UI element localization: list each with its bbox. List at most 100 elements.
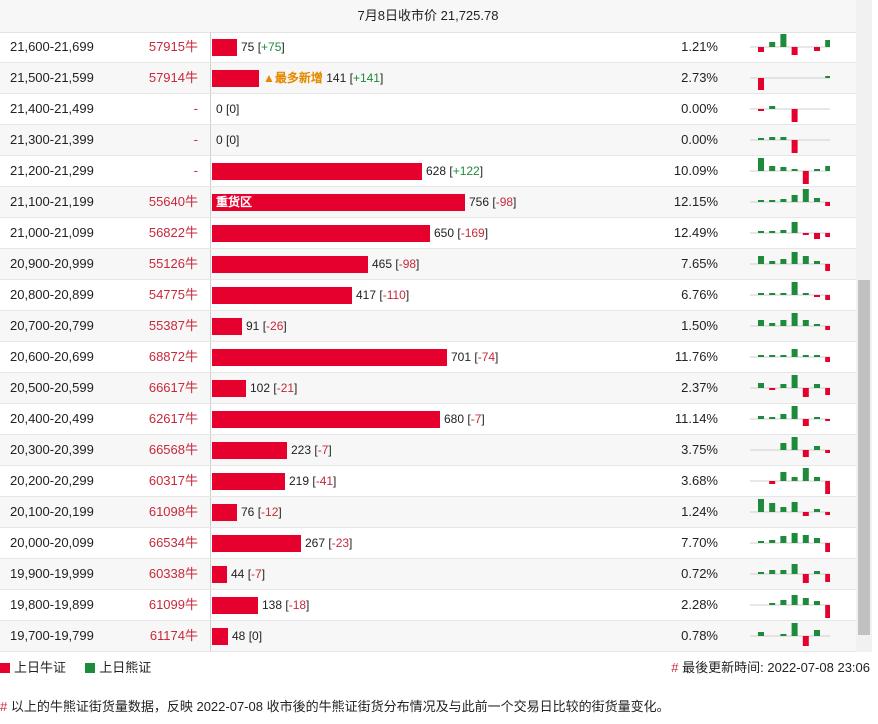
sparkline-bar [802, 535, 809, 543]
table-row[interactable]: 20,700-20,799 55387牛 91 [-26] 1.50% [0, 311, 856, 342]
sparkline-bar [758, 78, 764, 90]
table-row[interactable]: 20,600-20,699 68872牛 701 [-74] 11.76% [0, 342, 856, 373]
sparkline-bar [758, 256, 764, 264]
outstanding-bar [212, 163, 422, 180]
cbbc-code-link[interactable]: 57915牛 [148, 39, 198, 54]
sparkline-bar [769, 231, 776, 233]
table-row[interactable]: 21,200-21,299 - 628 [+122] 10.09% [0, 156, 856, 187]
percentage: 6.76% [681, 287, 718, 302]
table-row[interactable]: 21,600-21,699 57915牛 75 [+75] 1.21% [0, 32, 856, 63]
sparkline-bar [791, 406, 798, 419]
cbbc-code-link[interactable]: 61174牛 [149, 628, 198, 643]
table-row[interactable]: 20,300-20,399 66568牛 223 [-7] 3.75% [0, 435, 856, 466]
cbbc-distribution-table: 7月8日收市价 21,725.78 21,600-21,699 57915牛 75 … [0, 8, 856, 652]
sparkline-bar [802, 574, 809, 583]
outstanding-value: 465 [372, 257, 393, 271]
cbbc-code-link[interactable]: 66534牛 [148, 535, 198, 550]
outstanding-label: 223 [-7] [291, 443, 332, 457]
cbbc-code-link[interactable]: 54775牛 [148, 287, 198, 302]
table-row[interactable]: 20,800-20,899 54775牛 417 [-110] 6.76% [0, 280, 856, 311]
outstanding-value: 48 [232, 629, 246, 643]
cbbc-code-link[interactable]: 66617牛 [148, 380, 198, 395]
cbbc-code-link[interactable]: 61098牛 [148, 504, 198, 519]
sparkline-bar [780, 355, 787, 357]
cbbc-code-link[interactable]: 68872牛 [148, 349, 198, 364]
sparkline-bar [769, 261, 776, 264]
five-day-sparkline [750, 406, 830, 426]
strike-range: 21,600-21,699 [10, 39, 94, 54]
strike-range: 19,900-19,999 [10, 566, 94, 581]
sparkline-bar [780, 34, 787, 47]
table-row[interactable]: 21,300-21,399 - 0 [0] 0.00% [0, 125, 856, 156]
table-row[interactable]: 20,900-20,999 55126牛 465 [-98] 7.65% [0, 249, 856, 280]
strike-range: 21,000-21,099 [10, 225, 94, 240]
cbbc-code-link[interactable]: 56822牛 [148, 225, 198, 240]
change-value: -74 [477, 350, 496, 364]
sparkline-bar [814, 384, 820, 388]
cbbc-code-link[interactable]: 61099牛 [148, 597, 198, 612]
sparkline-bar [802, 512, 809, 516]
sparkline-bar [769, 200, 776, 202]
cbbc-code-link[interactable]: 55126牛 [148, 256, 198, 271]
strike-range: 20,800-20,899 [10, 287, 94, 302]
sparkline-bar [825, 166, 830, 171]
sparkline-bar [814, 446, 820, 450]
change-value: 0 [229, 102, 237, 116]
table-row[interactable]: 20,400-20,499 62617牛 680 [-7] 11.14% [0, 404, 856, 435]
bear-legend-swatch [85, 663, 96, 673]
outstanding-label: 138 [-18] [262, 598, 310, 612]
sparkline-bar [780, 230, 787, 233]
sparkline-bar [814, 295, 820, 297]
table-row[interactable]: 19,700-19,799 61174牛 48 [0] 0.78% [0, 621, 856, 652]
sparkline-bar [780, 167, 787, 171]
sparkline-bar [769, 570, 776, 574]
table-row[interactable]: 21,100-21,199 55640牛 重货区 756 [-98] 12.15% [0, 187, 856, 218]
cbbc-code-link[interactable]: 55387牛 [148, 318, 198, 333]
sparkline-bar [791, 109, 798, 122]
table-row[interactable]: 20,200-20,299 60317牛 219 [-41] 3.68% [0, 466, 856, 497]
bar-axis-line [210, 63, 211, 93]
outstanding-label: 0 [0] [216, 102, 240, 116]
cbbc-code-link[interactable]: - [193, 101, 198, 116]
cbbc-code-link[interactable]: 60338牛 [148, 566, 198, 581]
cbbc-code-link[interactable]: 57914牛 [148, 70, 198, 85]
sparkline-bar [758, 541, 764, 543]
outstanding-value: 417 [356, 288, 377, 302]
bar-axis-line [210, 528, 211, 558]
sparkline-bar [814, 509, 820, 512]
outstanding-label: 417 [-110] [356, 288, 410, 302]
sparkline-bar [814, 630, 820, 636]
bar-axis-line [210, 590, 211, 620]
footnote-text: 以上的牛熊证街货量数据，反映 2022-07-08 收市後的牛熊证街货分布情况及… [10, 699, 670, 714]
sparkline-bar [814, 47, 820, 51]
closing-price-title: 7月8日收市价 21,725.78 [357, 8, 499, 23]
bull-legend-label: 上日牛证 [14, 660, 67, 675]
outstanding-label: 91 [-26] [246, 319, 287, 333]
sparkline-bar [758, 109, 764, 111]
table-row[interactable]: 21,400-21,499 - 0 [0] 0.00% [0, 94, 856, 125]
cbbc-code-link[interactable]: - [193, 132, 198, 147]
scrollbar-thumb[interactable] [858, 280, 870, 635]
outstanding-bar [212, 597, 258, 614]
five-day-sparkline [750, 313, 830, 330]
table-row[interactable]: 20,500-20,599 66617牛 102 [-21] 2.37% [0, 373, 856, 404]
table-row[interactable]: 19,800-19,899 61099牛 138 [-18] 2.28% [0, 590, 856, 621]
cbbc-code-link[interactable]: - [193, 163, 198, 178]
bar-axis-line [210, 342, 211, 372]
five-day-sparkline [750, 533, 830, 552]
cbbc-code-link[interactable]: 55640牛 [148, 194, 198, 209]
percentage: 3.68% [681, 473, 718, 488]
table-row[interactable]: 20,100-20,199 61098牛 76 [-12] 1.24% [0, 497, 856, 528]
table-row[interactable]: 19,900-19,999 60338牛 44 [-7] 0.72% [0, 559, 856, 590]
cbbc-code-link[interactable]: 62617牛 [148, 411, 198, 426]
table-row[interactable]: 21,000-21,099 56822牛 650 [-169] 12.49% [0, 218, 856, 249]
strike-range: 21,500-21,599 [10, 70, 94, 85]
sparkline-bar [825, 295, 830, 300]
sparkline-bar [780, 259, 787, 264]
cbbc-code-link[interactable]: 60317牛 [148, 473, 198, 488]
table-row[interactable]: 21,500-21,599 57914牛 ▲最多新增 141 [+141] 2.73% [0, 63, 856, 94]
table-row[interactable]: 20,000-20,099 66534牛 267 [-23] 7.70% [0, 528, 856, 559]
sparkline-bar [791, 564, 798, 574]
outstanding-bar [212, 504, 237, 521]
cbbc-code-link[interactable]: 66568牛 [148, 442, 198, 457]
